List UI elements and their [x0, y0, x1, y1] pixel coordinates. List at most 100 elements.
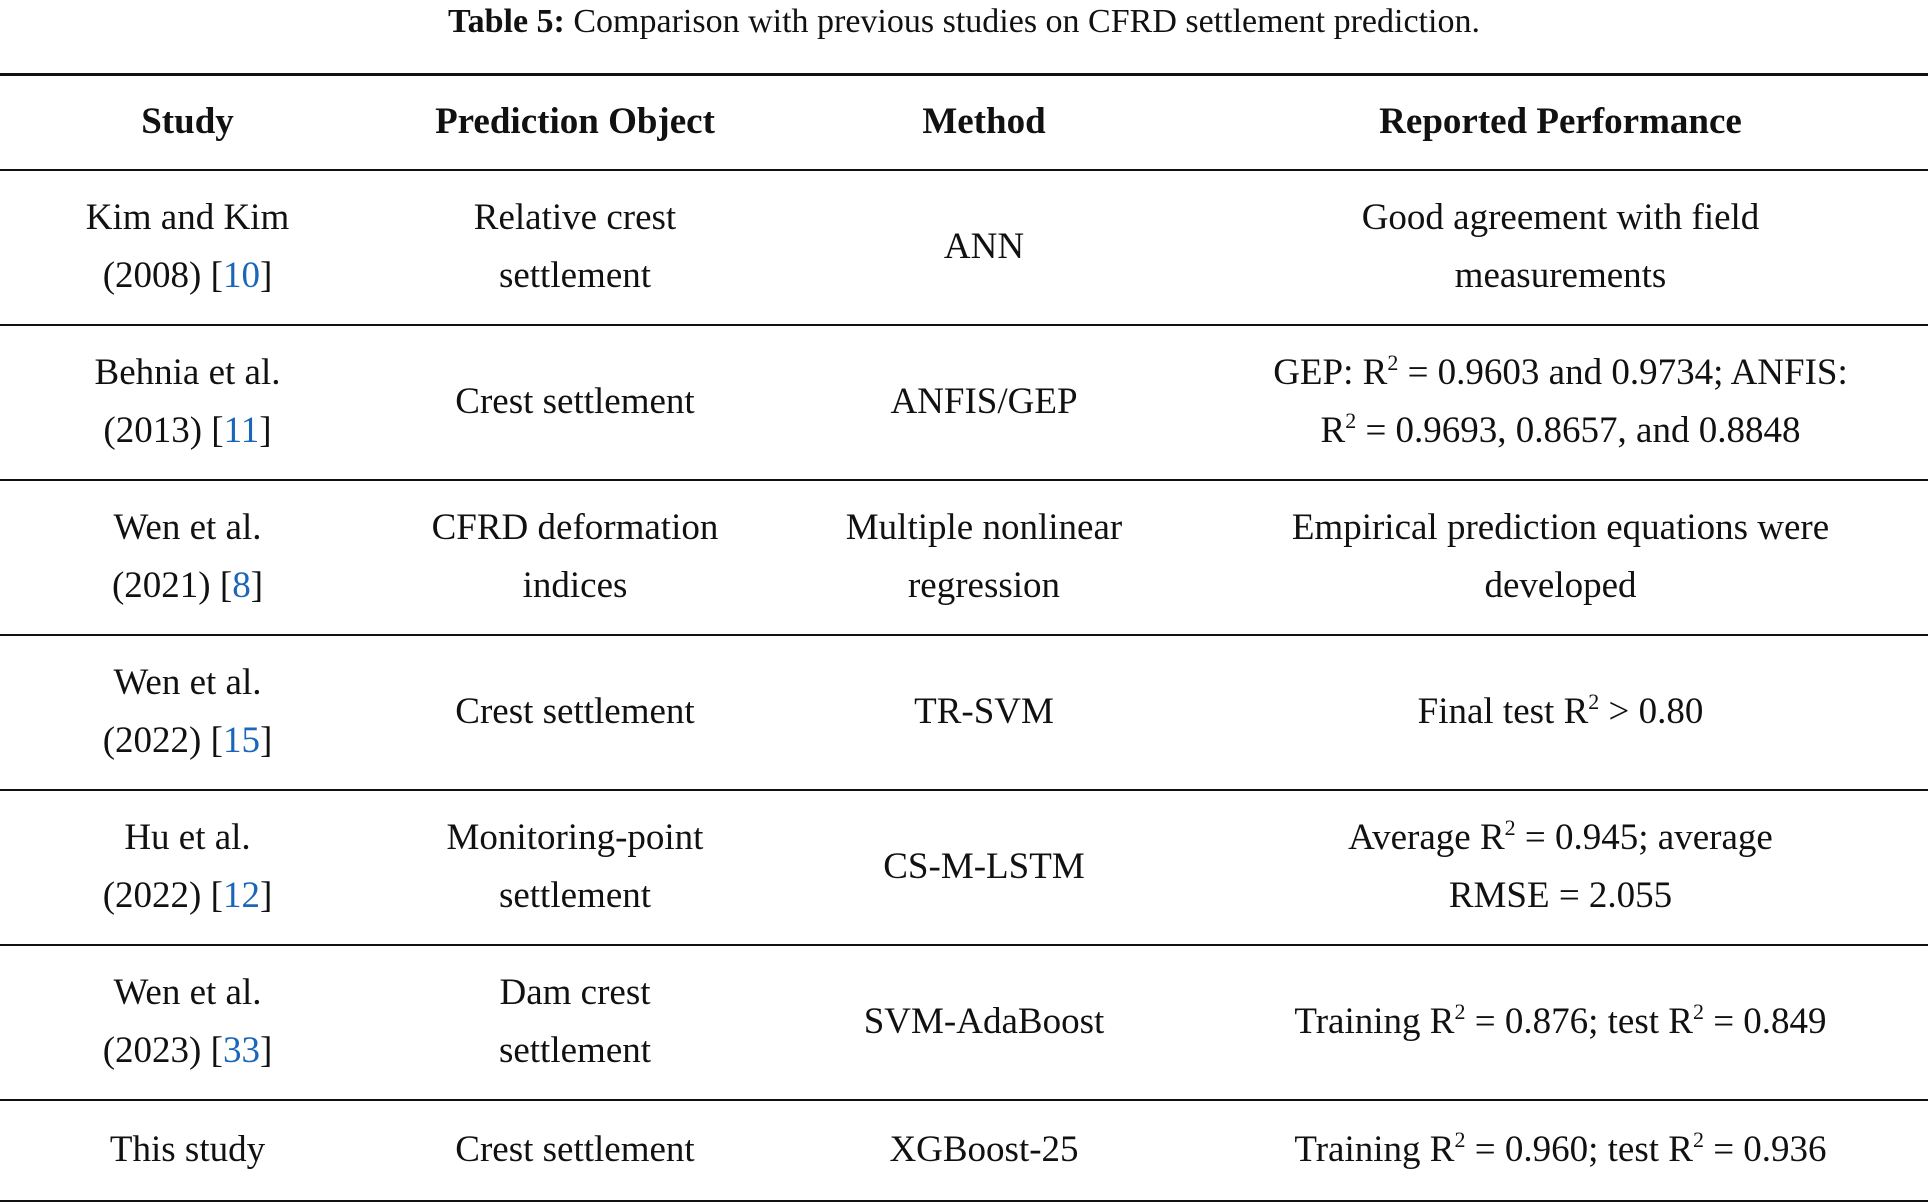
cell-line: Wen et al.	[0, 654, 375, 712]
cell-line: SVM-AdaBoost	[775, 993, 1193, 1051]
cell-line: (2008) [10]	[0, 247, 375, 305]
table-cell: Average R2 = 0.945; average RMSE = 2.055	[1193, 789, 1928, 946]
text-run: measurements	[1454, 255, 1667, 296]
cell-line: Training R2 = 0.960; test R2 = 0.936	[1193, 1121, 1928, 1179]
cell-line: Crest settlement	[375, 1121, 775, 1179]
text-run: ]	[259, 255, 273, 296]
table-cell: Crest settlement	[375, 1099, 775, 1202]
comparison-table: Study Prediction Object Method Reported Per…	[0, 73, 1928, 1202]
citation-link[interactable]: 11	[223, 410, 260, 451]
superscript: 2	[1345, 408, 1357, 433]
cell-line: Kim and Kim	[0, 189, 375, 247]
text-run: (2008) [	[102, 255, 223, 296]
citation-link[interactable]: 8	[232, 565, 251, 606]
table-cell: Training R2 = 0.876; test R2 = 0.849	[1193, 944, 1928, 1101]
citation-link[interactable]: 12	[222, 875, 260, 916]
cell-line: Relative crest	[375, 189, 775, 247]
cell-line: Crest settlement	[375, 683, 775, 741]
cell-line: (2021) [8]	[0, 557, 375, 615]
header-cell: Method	[775, 73, 1193, 171]
text-run: Behnia et al.	[94, 352, 281, 393]
cell-line: (2022) [15]	[0, 712, 375, 770]
table-row: Hu et al. (2022) [12] Monitoring-point sett…	[0, 789, 1928, 946]
text-run: Training R	[1294, 1001, 1455, 1042]
cell-line: developed	[1193, 557, 1928, 615]
cell-line: Multiple nonlinear	[775, 499, 1193, 557]
text-run: Dam crest	[499, 972, 651, 1013]
cell-line: Wen et al.	[0, 499, 375, 557]
text-run: ANFIS/GEP	[890, 381, 1078, 422]
table-cell: CFRD deformation indices	[375, 479, 775, 636]
text-run: Crest settlement	[455, 381, 695, 422]
citation-link[interactable]: 10	[222, 255, 260, 296]
text-run: (2013) [	[103, 410, 224, 451]
text-run: ANN	[943, 226, 1025, 267]
text-run: = 0.849	[1703, 1001, 1827, 1042]
table-cell: SVM-AdaBoost	[775, 944, 1193, 1101]
cell-line: ANN	[775, 218, 1193, 276]
citation-link[interactable]: 33	[222, 1030, 260, 1071]
text-run: R	[1320, 410, 1346, 451]
cell-line: R2 = 0.9693, 0.8657, and 0.8848	[1193, 402, 1928, 460]
text-run: Multiple nonlinear	[845, 507, 1123, 548]
table-cell: Multiple nonlinear regression	[775, 479, 1193, 636]
table-row: Wen et al. (2021) [8] CFRD deformation indi…	[0, 479, 1928, 636]
table-cell: Good agreement with field measurements	[1193, 169, 1928, 326]
table-row: Kim and Kim (2008) [10] Relative crest sett…	[0, 169, 1928, 326]
cell-line: TR-SVM	[775, 683, 1193, 741]
table-cell: Empirical prediction equations were devel…	[1193, 479, 1928, 636]
table-header: Study Prediction Object Method Reported Per…	[0, 73, 1928, 171]
text-run: Crest settlement	[455, 1129, 695, 1170]
cell-line: Good agreement with field	[1193, 189, 1928, 247]
text-run: ]	[259, 875, 273, 916]
text-run: Hu et al.	[124, 817, 251, 858]
superscript: 2	[1588, 689, 1600, 714]
cell-line: CFRD deformation	[375, 499, 775, 557]
table-cell: Wen et al. (2022) [15]	[0, 634, 375, 791]
table-cell: Training R2 = 0.960; test R2 = 0.936	[1193, 1099, 1928, 1202]
text-run: ]	[259, 720, 273, 761]
text-run: Empirical prediction equations were	[1291, 507, 1830, 548]
superscript: 2	[1454, 999, 1466, 1024]
citation-link[interactable]: 15	[222, 720, 260, 761]
table-caption: Table 5: Comparison with previous studie…	[0, 0, 1928, 44]
text-run: Final test R	[1417, 691, 1589, 732]
cell-line: Final test R2 > 0.80	[1193, 683, 1928, 741]
header-cell: Reported Performance	[1193, 73, 1928, 171]
cell-line: Wen et al.	[0, 964, 375, 1022]
cell-line: Crest settlement	[375, 373, 775, 431]
table-row: Behnia et al. (2013) [11] Crest settlement…	[0, 324, 1928, 481]
table-cell: This study	[0, 1099, 375, 1202]
header-row: Study Prediction Object Method Reported Per…	[0, 73, 1928, 171]
table-cell: Hu et al. (2022) [12]	[0, 789, 375, 946]
cell-line: XGBoost-25	[775, 1121, 1193, 1179]
cell-line: measurements	[1193, 247, 1928, 305]
superscript: 2	[1692, 999, 1704, 1024]
superscript: 2	[1504, 815, 1516, 840]
cell-line: Hu et al.	[0, 809, 375, 867]
cell-line: settlement	[375, 247, 775, 305]
text-run: developed	[1484, 565, 1637, 606]
table-cell: Dam crest settlement	[375, 944, 775, 1101]
table-cell: ANN	[775, 169, 1193, 326]
text-run: Monitoring-point	[446, 817, 704, 858]
table-cell: TR-SVM	[775, 634, 1193, 791]
text-run: Wen et al.	[113, 507, 262, 548]
table-row: Wen et al. (2022) [15] Crest settlement TR-…	[0, 634, 1928, 791]
text-run: CS-M-LSTM	[883, 846, 1085, 887]
caption-text: Comparison with previous studies on CFRD…	[564, 3, 1480, 40]
header-cell: Prediction Object	[375, 73, 775, 171]
cell-line: settlement	[375, 867, 775, 925]
cell-line: (2023) [33]	[0, 1022, 375, 1080]
text-run: Training R	[1294, 1129, 1455, 1170]
text-run: GEP: R	[1273, 352, 1388, 393]
text-run: TR-SVM	[914, 691, 1054, 732]
cell-line: RMSE = 2.055	[1193, 867, 1928, 925]
cell-line: (2013) [11]	[0, 402, 375, 460]
table-cell: Wen et al. (2023) [33]	[0, 944, 375, 1101]
table-cell: GEP: R2 = 0.9603 and 0.9734; ANFIS: R2 = …	[1193, 324, 1928, 481]
header-cell: Study	[0, 73, 375, 171]
cell-line: Monitoring-point	[375, 809, 775, 867]
table-row: This study Crest settlement XGBoost-25 Trai…	[0, 1099, 1928, 1202]
table-cell: Behnia et al. (2013) [11]	[0, 324, 375, 481]
